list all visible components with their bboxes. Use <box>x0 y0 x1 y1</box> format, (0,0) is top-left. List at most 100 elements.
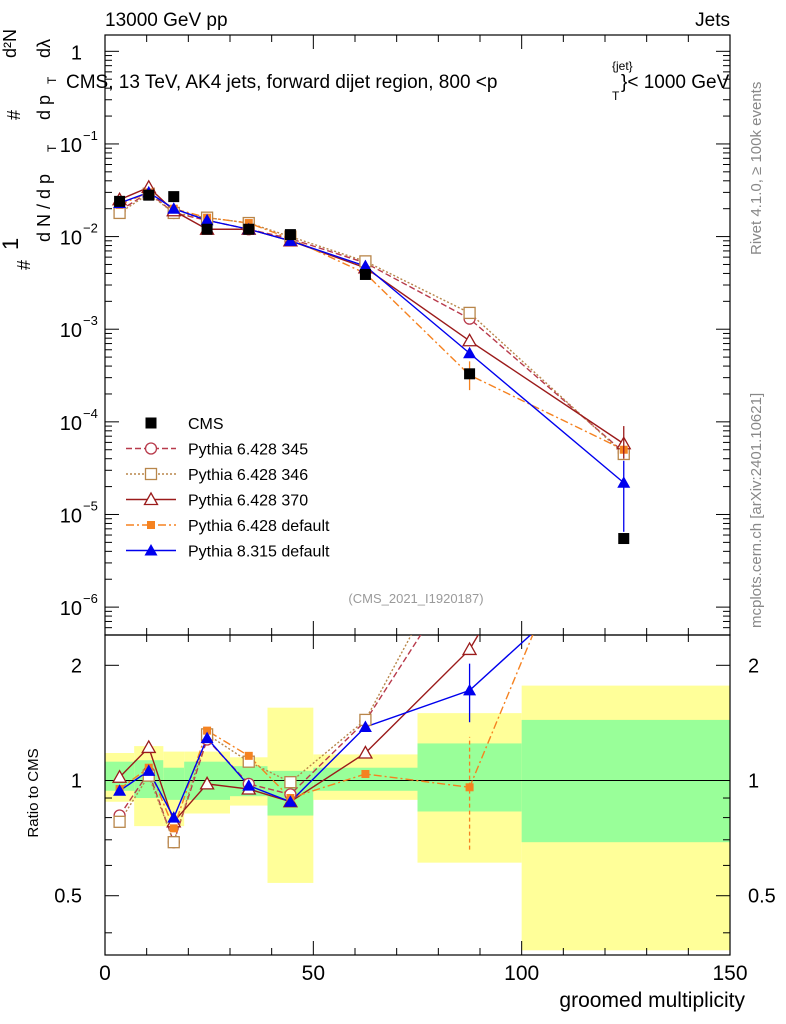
svg-text:#: # <box>14 260 34 270</box>
ratio-y-tick-label-right: 0.5 <box>748 886 776 908</box>
point-p370 <box>461 332 478 347</box>
point-p8 <box>358 259 372 272</box>
point-p8 <box>463 346 477 359</box>
ratio-point-p8 <box>283 795 297 807</box>
point-p346 <box>463 306 476 320</box>
legend-marker-p6def <box>147 521 155 529</box>
svg-text:d N / d p: d N / d p <box>34 174 54 242</box>
cms-data-point <box>243 223 255 235</box>
ratio-point-p6def <box>620 411 628 419</box>
ratio-uncertainty-bands <box>105 685 730 951</box>
ratio-point-p6def <box>244 751 253 760</box>
point-p8 <box>200 213 214 226</box>
ratio-point-p370 <box>141 739 157 754</box>
legend-marker-p370 <box>143 491 159 506</box>
cms-data-point <box>143 189 155 201</box>
legend-marker-p8 <box>144 544 158 556</box>
legend-label-p6def: Pythia 6.428 default <box>188 518 330 535</box>
svg-text:#: # <box>4 110 24 120</box>
ratio-point-p6def <box>169 824 178 833</box>
x-tick-label: 50 <box>302 962 325 985</box>
ratio-point-p345 <box>464 553 475 564</box>
y-tick-label: 10 <box>60 413 82 435</box>
legend-label-p8: Pythia 8.315 default <box>188 544 330 561</box>
y-tick-label: 10 <box>60 228 82 250</box>
svg-text:T: T <box>45 144 59 152</box>
legend-marker-p346 <box>144 467 158 481</box>
legend-marker-cms <box>145 417 157 429</box>
ratio-point-p8 <box>167 811 181 823</box>
series-line-p8 <box>119 191 625 484</box>
ratio-point-p8 <box>617 544 630 556</box>
ratio-point-p8 <box>358 720 372 732</box>
ratio-band-inner <box>313 767 418 791</box>
ratio-point-p370 <box>617 383 630 395</box>
header-category: Jets <box>695 10 730 31</box>
plot-title: CMS, 13 TeV, AK4 jets, forward dijet reg… <box>66 72 497 93</box>
y-tick-exponent: −2 <box>83 221 98 236</box>
y-tick-exponent: −6 <box>83 591 98 606</box>
ratio-line-p345 <box>119 635 422 845</box>
cms-data-point <box>114 195 126 207</box>
svg-text:d²N: d²N <box>0 29 20 58</box>
legend-label-p370: Pythia 6.428 370 <box>188 493 308 510</box>
svg-text:1: 1 <box>0 238 23 250</box>
cms-data-point <box>464 368 476 380</box>
y-tick-exponent: −5 <box>83 498 98 513</box>
y-axis-label: # 1 d N / d p T # d p T d²N dλ <box>0 29 59 270</box>
x-tick-label: 0 <box>99 962 111 985</box>
point-p346 <box>113 206 126 220</box>
ratio-point-p8 <box>242 779 256 791</box>
ratio-point-p346 <box>113 815 126 828</box>
cms-data-point <box>168 191 180 203</box>
ratio-point-p370 <box>357 745 374 759</box>
series-line-p6def <box>119 191 625 451</box>
y-tick-exponent: −3 <box>83 313 98 328</box>
legend-label-cms: CMS <box>188 416 224 433</box>
ratio-y-tick-label: 2 <box>71 655 82 677</box>
cms-data-point <box>618 533 630 545</box>
cms-data-point <box>284 229 296 241</box>
y-tick-label: 10 <box>60 505 82 527</box>
ratio-point-p6def <box>361 769 370 778</box>
svg-text:d p: d p <box>34 95 54 120</box>
svg-text:dλ: dλ <box>34 39 54 58</box>
y-tick-label: 10 <box>60 135 82 157</box>
rivet-version-label: Rivet 4.1.0, ≥ 100k events <box>748 82 765 255</box>
ratio-band-inner <box>163 767 185 800</box>
ratio-y-tick-label: 0.5 <box>54 886 82 908</box>
series-line-p345 <box>119 191 625 453</box>
y-tick-exponent: −4 <box>83 406 98 421</box>
cms-data-point <box>201 223 213 235</box>
ratio-point-p370 <box>111 769 128 783</box>
ratio-y-tick-label: 1 <box>71 771 82 793</box>
point-p8 <box>167 202 181 214</box>
legend-marker-p345 <box>144 442 158 455</box>
analysis-watermark: (CMS_2021_I1920187) <box>348 591 483 606</box>
ratio-axes-box <box>104 634 731 956</box>
y-tick-label: 10 <box>60 320 82 342</box>
mcplots-credit-label: mcplots.cern.ch [arXiv:2401.10621] <box>748 393 765 628</box>
ratio-point-p6def <box>465 783 474 792</box>
legend: CMS Pythia 6.428 345 Pythia 6.428 346 Pythi… <box>126 416 330 561</box>
ratio-point-p8 <box>200 731 214 744</box>
legend-label-p345: Pythia 6.428 345 <box>188 442 308 459</box>
title-end: }< 1000 GeV <box>621 72 730 93</box>
title-subscript: T <box>612 89 620 103</box>
ratio-point-p346 <box>284 776 297 789</box>
ratio-y-tick-label-right: 1 <box>748 771 759 793</box>
x-tick-label: 150 <box>712 962 747 985</box>
ratio-point-p370 <box>199 776 215 790</box>
ratio-point-p8 <box>142 764 156 776</box>
svg-text:T: T <box>45 76 59 84</box>
ratio-point-p8 <box>113 784 127 796</box>
title-superscript: {jet} <box>612 59 633 73</box>
ratio-point-p346 <box>464 521 475 532</box>
ratio-series-layer <box>111 383 630 850</box>
legend-label-p346: Pythia 6.428 346 <box>188 467 308 484</box>
ratio-y-axis-label: Ratio to CMS <box>25 748 42 837</box>
y-tick-exponent: −1 <box>83 128 98 143</box>
ratio-y-tick-label-right: 2 <box>748 655 759 677</box>
x-axis-label: groomed multiplicity <box>559 989 745 1012</box>
